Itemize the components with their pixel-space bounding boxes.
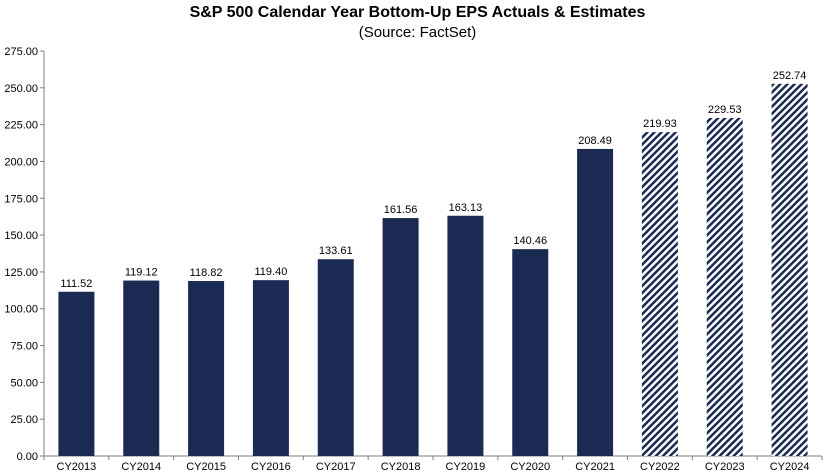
bar-value-label: 163.13 <box>449 202 483 214</box>
bar-value-label: 252.74 <box>773 70 807 82</box>
y-tick-label: 275.00 <box>4 46 38 58</box>
x-category-label: CY2019 <box>446 461 486 473</box>
x-category-label: CY2021 <box>575 461 615 473</box>
y-tick-label: 100.00 <box>4 304 38 316</box>
y-tick-label: 225.00 <box>4 120 38 132</box>
x-category-label: CY2016 <box>251 461 291 473</box>
y-tick-label: 175.00 <box>4 193 38 205</box>
bar-value-label: 161.56 <box>384 204 418 216</box>
bar-estimate <box>641 132 678 456</box>
bar-actual <box>123 280 160 456</box>
bar-actual <box>58 291 95 456</box>
y-tick-label: 50.00 <box>10 377 38 389</box>
bar-actual <box>512 249 549 456</box>
bar-value-label: 118.82 <box>190 267 223 279</box>
x-category-label: CY2014 <box>121 461 161 473</box>
bar-value-label: 133.61 <box>319 245 353 257</box>
chart-subtitle: (Source: FactSet) <box>358 24 477 41</box>
bar-value-label: 140.46 <box>513 235 547 247</box>
bar-actual <box>447 215 484 456</box>
x-category-label: CY2023 <box>705 461 745 473</box>
bar-value-label: 119.12 <box>125 267 158 279</box>
y-tick-label: 75.00 <box>10 341 38 353</box>
y-tick-label: 250.00 <box>4 83 38 95</box>
y-tick-label: 25.00 <box>10 414 38 426</box>
y-tick-label: 125.00 <box>4 267 38 279</box>
bar-estimate <box>771 83 808 457</box>
bar-value-label: 111.52 <box>60 278 92 290</box>
bar-value-label: 119.40 <box>255 266 288 278</box>
x-category-label: CY2020 <box>510 461 550 473</box>
bar-estimate <box>706 117 743 457</box>
bar-value-label: 208.49 <box>578 135 612 147</box>
x-category-label: CY2015 <box>186 461 226 473</box>
y-tick-label: 0.00 <box>17 451 38 463</box>
x-category-label: CY2013 <box>57 461 97 473</box>
bar-actual <box>317 259 354 456</box>
bar-value-label: 219.93 <box>643 118 677 130</box>
bar-actual <box>188 281 225 456</box>
x-category-label: CY2024 <box>770 461 810 473</box>
y-tick-label: 200.00 <box>4 156 38 168</box>
chart-title: S&P 500 Calendar Year Bottom-Up EPS Actu… <box>189 4 646 21</box>
x-category-label: CY2018 <box>381 461 421 473</box>
x-category-label: CY2017 <box>316 461 356 473</box>
bar-actual <box>252 280 289 456</box>
bar-value-label: 229.53 <box>708 104 742 116</box>
bar-actual <box>577 148 614 456</box>
bar-actual <box>382 218 419 456</box>
x-category-label: CY2022 <box>640 461 680 473</box>
y-tick-label: 150.00 <box>4 230 38 242</box>
